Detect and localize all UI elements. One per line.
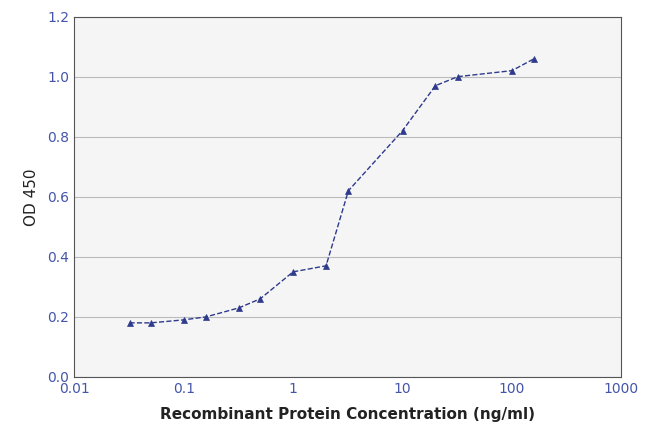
X-axis label: Recombinant Protein Concentration (ng/ml): Recombinant Protein Concentration (ng/ml… [161, 407, 536, 422]
Y-axis label: OD 450: OD 450 [24, 168, 39, 226]
